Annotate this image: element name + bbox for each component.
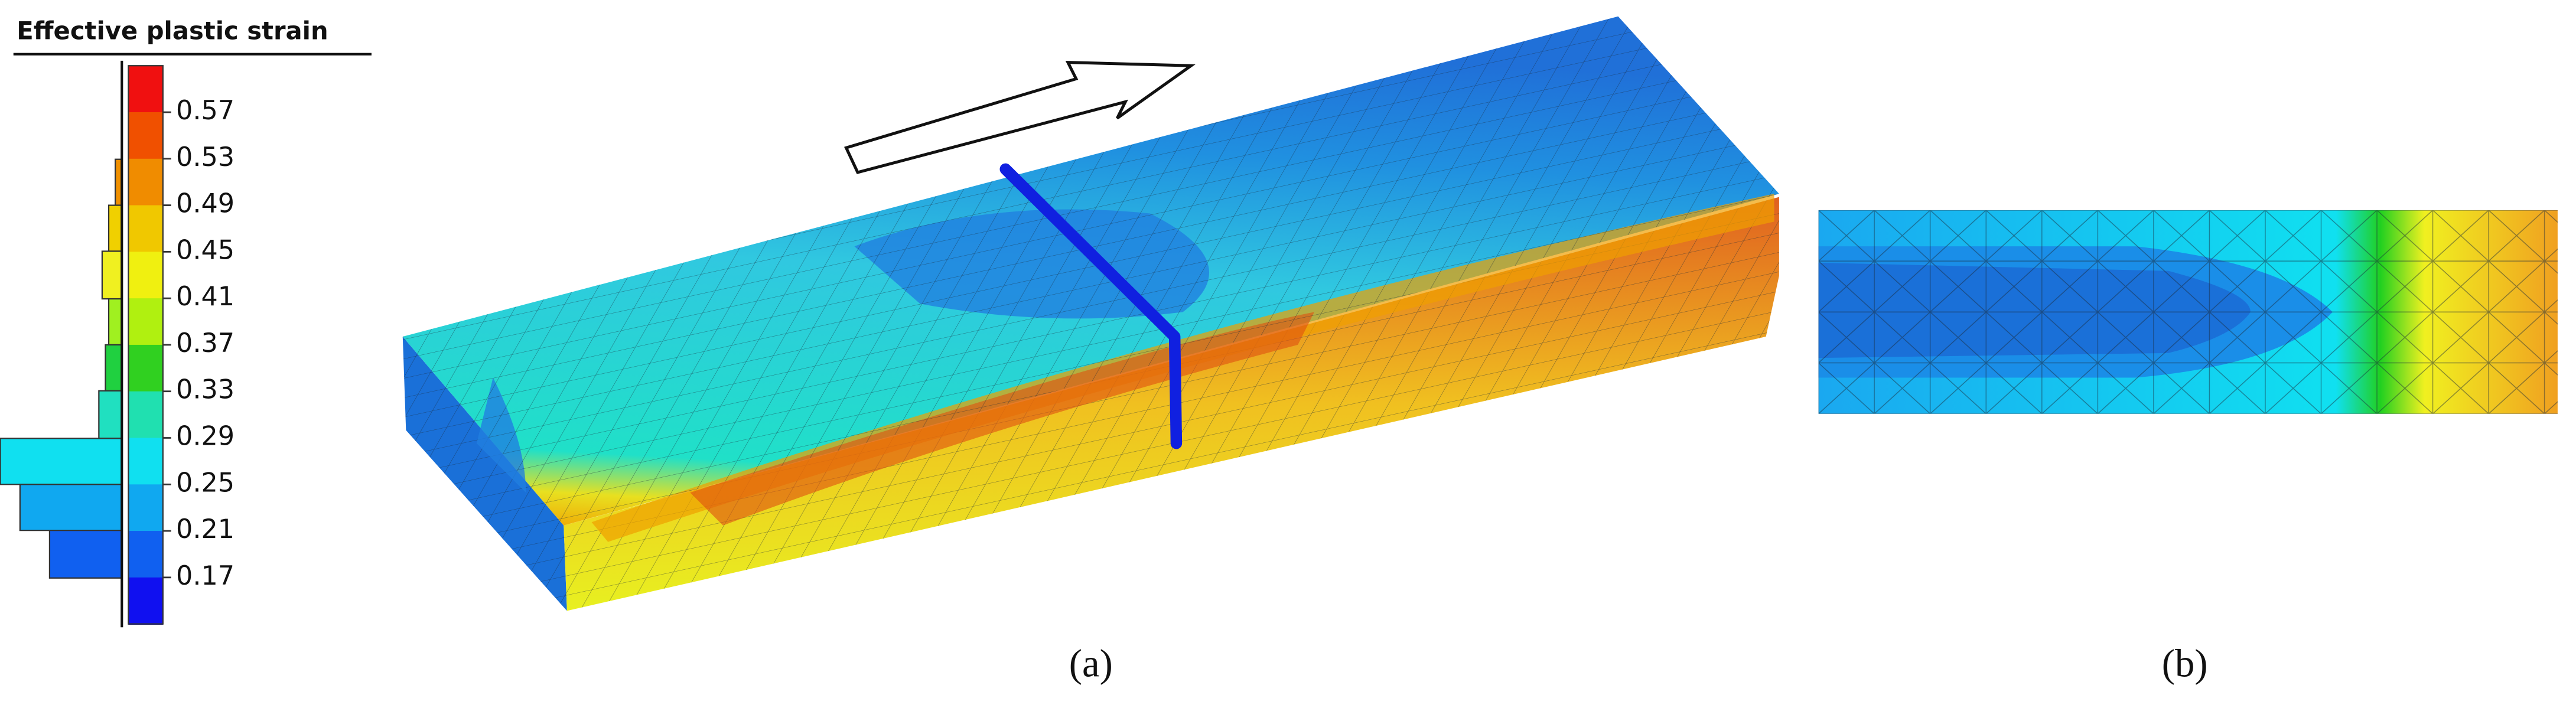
colorbar: 0.57 0.53 0.49 0.45 0.41 0.37 0.33 0.29 0.25 0.21… <box>128 65 235 625</box>
color-band <box>128 252 163 299</box>
tick-label: 0.17 <box>176 561 235 591</box>
color-band <box>128 298 163 346</box>
color-band <box>128 438 163 485</box>
tick-label: 0.49 <box>176 189 235 219</box>
tick-label: 0.57 <box>176 96 235 126</box>
histogram <box>0 60 123 628</box>
tick-label: 0.21 <box>176 514 235 544</box>
tick-label: 0.37 <box>176 328 235 358</box>
tick-label: 0.29 <box>176 421 235 451</box>
panel-label: (a) <box>1069 642 1113 686</box>
legend-title: Effective plastic strain <box>17 17 328 45</box>
tick-label: 0.25 <box>176 468 235 498</box>
color-band <box>128 66 163 113</box>
color-band <box>128 158 163 206</box>
color-band <box>128 344 163 393</box>
color-band <box>128 205 163 253</box>
tick-label: 0.41 <box>176 282 235 312</box>
tick-label: 0.45 <box>176 235 235 265</box>
panel-label: (b) <box>2162 642 2208 686</box>
color-band <box>128 577 163 625</box>
tick-label: 0.53 <box>176 142 235 172</box>
color-band <box>128 531 163 579</box>
color-band <box>128 391 163 439</box>
color-band <box>128 484 163 532</box>
fem-block <box>402 16 1779 611</box>
tick-label: 0.33 <box>176 375 235 405</box>
cross-section <box>1818 210 2558 414</box>
color-band <box>128 112 163 160</box>
